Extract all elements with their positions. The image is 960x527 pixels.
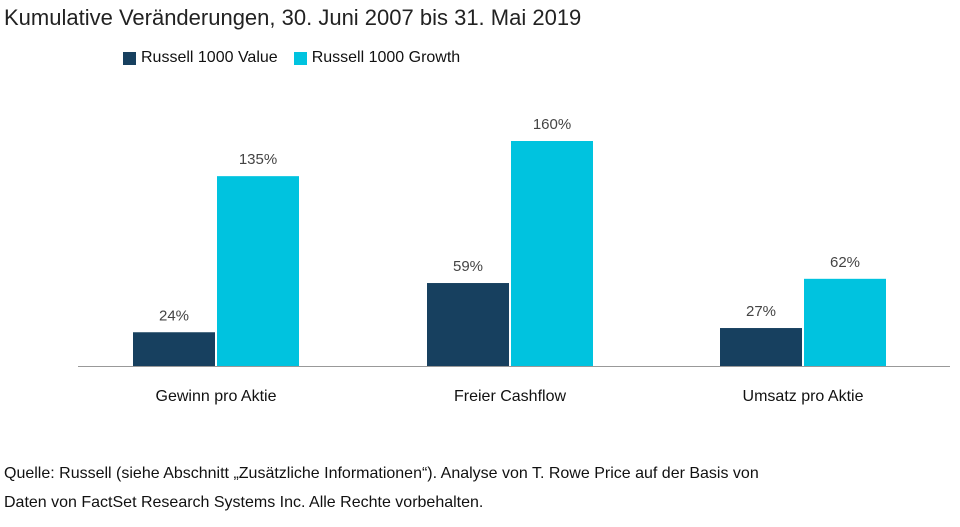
category-label: Freier Cashflow [454,388,566,405]
source-line-1: Quelle: Russell (siehe Abschnitt „Zusätz… [4,465,759,482]
legend-label-growth: Russell 1000 Growth [311,49,461,66]
bar-value-2 [720,328,802,366]
data-label: 27% [746,303,776,320]
legend-swatch-growth [293,51,307,65]
bar-growth-0 [217,176,299,366]
bar-growth-1 [511,141,593,366]
bar-value-0 [133,332,215,366]
legend-swatch-value [123,51,136,65]
chart-title: Kumulative Veränderungen, 30. Juni 2007 … [4,5,582,30]
category-label: Gewinn pro Aktie [156,388,277,405]
data-label: 59% [453,258,483,275]
source-note: Quelle: Russell (siehe Abschnitt „Zusätz… [4,459,954,517]
legend-item-value: Russell 1000 Value [123,49,278,67]
bar-value-1 [427,283,509,366]
source-line-2: Daten von FactSet Research Systems Inc. … [4,494,484,511]
data-label: 62% [830,254,860,271]
legend: Russell 1000 Value Russell 1000 Growth [123,49,460,67]
bar-growth-2 [804,278,886,366]
data-label: 160% [533,116,571,133]
data-label: 24% [159,307,189,324]
legend-label-value: Russell 1000 Value [141,49,278,66]
data-label: 135% [239,151,277,168]
legend-item-growth: Russell 1000 Growth [293,49,461,67]
category-label: Umsatz pro Aktie [743,388,864,405]
